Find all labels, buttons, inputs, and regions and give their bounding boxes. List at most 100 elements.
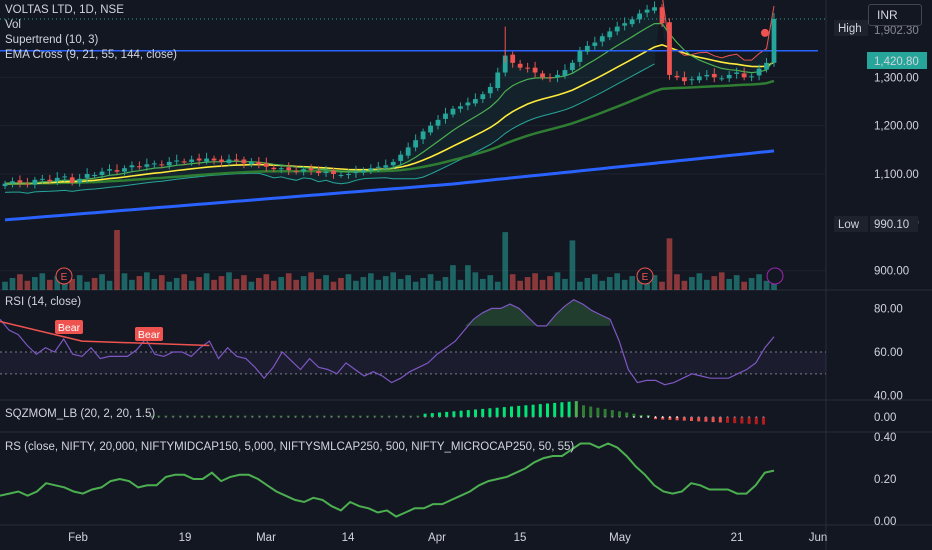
volume-bar	[397, 278, 404, 290]
candle-body	[286, 167, 292, 171]
sqz-dot	[705, 416, 707, 418]
volume-bar	[547, 276, 553, 290]
volume-bar	[457, 279, 464, 290]
symbol-title[interactable]: VOLTAS LTD, 1D, NSE	[5, 4, 124, 16]
sqz-title[interactable]: SQZMOM_LB (20, 2, 20, 1.5)	[5, 408, 156, 420]
volume-bar	[427, 274, 434, 290]
sqz-bar	[762, 417, 765, 425]
candle-body	[2, 183, 8, 187]
candle-body	[719, 78, 725, 80]
volume-bar	[487, 275, 494, 290]
candle-body	[607, 31, 613, 38]
sqz-bar	[625, 412, 629, 417]
volume-bar	[263, 274, 270, 290]
sqz-dot	[301, 416, 304, 418]
candle-body	[338, 174, 344, 176]
candle-body	[435, 119, 441, 126]
candle-body	[525, 67, 531, 69]
sqz-bar	[510, 406, 513, 417]
sqz-bar	[726, 417, 729, 423]
volume-bar	[241, 275, 247, 290]
candle-body	[756, 68, 762, 76]
time-label-21: 21	[731, 532, 744, 544]
candle-body	[248, 161, 254, 165]
volume-bar	[494, 281, 501, 290]
candle-body	[62, 176, 68, 178]
volume-bar	[315, 278, 322, 290]
sqz-bar	[488, 408, 492, 417]
volume-bar	[121, 273, 128, 290]
sqz-dot	[532, 416, 534, 418]
last-price-label: 1,420.80	[874, 56, 919, 68]
sqz-dot	[762, 416, 765, 418]
high-price-label: 1,902.30	[874, 25, 919, 37]
candle-body	[413, 140, 419, 148]
candle-body	[181, 161, 187, 163]
volume-bar	[338, 277, 344, 290]
volume-bar	[554, 272, 561, 290]
sqz-dot	[157, 416, 160, 418]
candle-body	[151, 163, 157, 165]
sqz-bar	[747, 417, 751, 424]
currency-button[interactable]: INR	[868, 4, 922, 26]
candle-body	[726, 74, 732, 79]
volume-bar	[472, 272, 479, 290]
supertrend-legend[interactable]: Supertrend (10, 3)	[5, 34, 99, 46]
sqz-bar	[466, 410, 470, 417]
volume-bar	[114, 230, 120, 290]
volume-bar	[226, 272, 232, 290]
sqz-dot	[525, 416, 527, 418]
supertrend-up-line	[4, 63, 655, 194]
high-tag-label: High	[838, 23, 862, 35]
bear-label-1-bg	[55, 320, 83, 334]
volume-bar	[345, 274, 352, 290]
rs-title[interactable]: RS (close, NIFTY, 20,000, NIFTYMIDCAP150…	[5, 441, 575, 453]
vol-legend[interactable]: Vol	[5, 19, 21, 31]
candle-body	[278, 168, 284, 170]
sqz-dot	[150, 416, 153, 418]
volume-bar	[532, 273, 538, 290]
candle-body	[301, 169, 307, 172]
volume-bar	[2, 281, 8, 290]
sqz-bar	[502, 407, 506, 417]
candle-body	[174, 160, 180, 162]
sqz-tick-0: 0.00	[874, 412, 896, 424]
sqz-bar	[459, 410, 463, 417]
volume-bar	[136, 276, 143, 290]
sqz-bar	[646, 415, 650, 417]
volume-bar	[450, 265, 456, 290]
earnings-label: E	[642, 272, 649, 283]
candle-body	[622, 23, 628, 26]
volume-bar	[689, 277, 695, 290]
candle-body	[495, 72, 501, 88]
candle-body	[360, 170, 366, 173]
sqz-bar	[423, 413, 427, 417]
sqz-dot	[381, 416, 383, 418]
sqz-bar	[740, 417, 744, 424]
volume-bar	[659, 281, 665, 290]
volume-bar	[733, 275, 740, 290]
sqz-dot	[712, 416, 714, 418]
sqz-bar	[754, 417, 758, 425]
sqz-bar	[589, 406, 593, 417]
ema-legend[interactable]: EMA Cross (9, 21, 55, 144, close)	[5, 49, 177, 61]
sqz-bar	[639, 414, 643, 417]
candle-body	[271, 167, 277, 170]
candle-body	[375, 166, 381, 168]
candle-body	[540, 73, 545, 78]
sqz-bar	[596, 407, 600, 417]
volume-bar	[17, 274, 23, 290]
low-tag-label: Low	[838, 219, 860, 231]
candle-body	[219, 159, 224, 162]
bear-label-2-bg	[135, 327, 163, 341]
rsi-title[interactable]: RSI (14, close)	[5, 296, 82, 308]
volume-bar	[308, 272, 314, 290]
volume-bar	[158, 275, 165, 290]
volume-bar	[54, 276, 61, 290]
sqz-dot	[489, 416, 491, 418]
sqz-bar	[661, 417, 665, 420]
candle-body	[652, 7, 657, 11]
sqz-dot	[215, 416, 218, 418]
candle-body	[629, 19, 635, 25]
